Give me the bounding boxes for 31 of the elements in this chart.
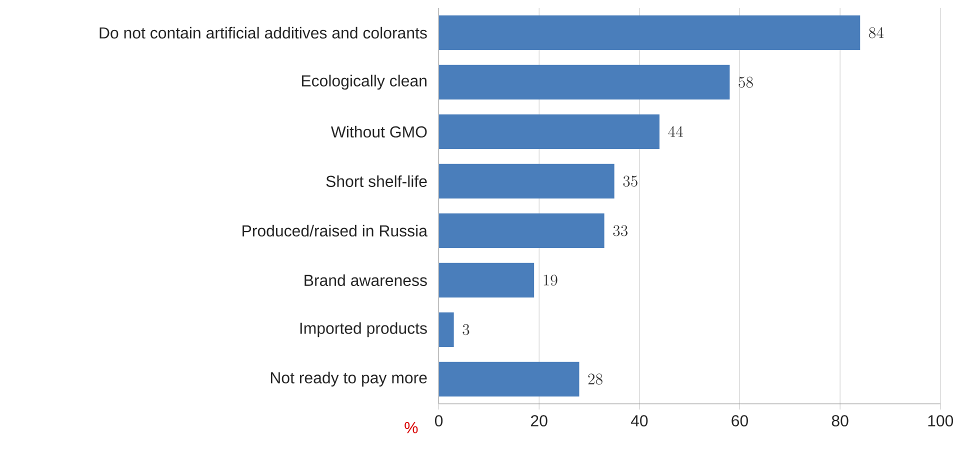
bar [438, 213, 604, 248]
y-tick-label: Imported products [300, 322, 427, 338]
data-label: 84 [869, 27, 884, 38]
x-tick-label: 40 [630, 415, 648, 427]
y-tick-label: Not ready to pay more [270, 372, 427, 387]
data-label: 19 [544, 274, 558, 286]
x-tick-label: 100 [928, 415, 954, 427]
x-axis-title: % [404, 422, 418, 434]
x-tick-label: 60 [732, 415, 748, 427]
y-tick-label: Without GMO [330, 126, 427, 138]
bar [438, 16, 860, 50]
data-label: 58 [738, 76, 753, 88]
bar [438, 65, 730, 100]
x-tick-label: 20 [531, 415, 548, 427]
data-label: 28 [588, 374, 602, 385]
y-tick-label: Short shelf-life [326, 175, 427, 188]
y-tick-label: Produced/raised in Russia [242, 224, 428, 237]
bar [438, 164, 614, 199]
data-label: 33 [613, 225, 628, 236]
x-tick-label: 80 [832, 415, 848, 427]
bar [438, 114, 660, 150]
x-tick-label: 0 [434, 415, 443, 427]
bar [438, 312, 454, 348]
y-tick-label: Brand awareness [304, 274, 427, 286]
data-label: 35 [623, 176, 638, 187]
y-tick-label: Do not contain artificial additives and colorants [100, 27, 427, 39]
data-label: 3 [462, 324, 470, 336]
bar [438, 362, 580, 397]
bar [438, 262, 534, 298]
data-label: 44 [668, 126, 683, 137]
y-tick-label: Ecologically clean [302, 74, 426, 90]
